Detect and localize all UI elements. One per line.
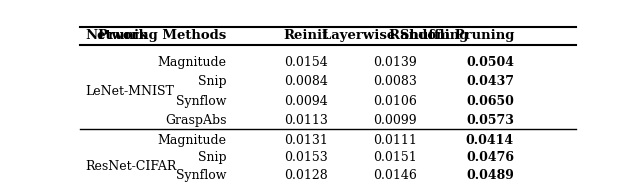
Text: 0.0099: 0.0099 xyxy=(373,114,417,127)
Text: Network: Network xyxy=(85,29,148,42)
Text: 0.0111: 0.0111 xyxy=(373,134,417,147)
Text: Reinit: Reinit xyxy=(283,29,328,42)
Text: 0.0131: 0.0131 xyxy=(284,134,328,147)
Text: 0.0437: 0.0437 xyxy=(466,75,514,88)
Text: Synflow: Synflow xyxy=(176,95,227,108)
Text: LeNet-MNIST: LeNet-MNIST xyxy=(85,85,174,98)
Text: Snip: Snip xyxy=(198,151,227,164)
Text: 0.0414: 0.0414 xyxy=(466,134,514,147)
Text: 0.0094: 0.0094 xyxy=(284,95,328,108)
Text: 0.0113: 0.0113 xyxy=(284,114,328,127)
Text: 0.0154: 0.0154 xyxy=(284,56,328,69)
Text: 0.0084: 0.0084 xyxy=(284,75,328,88)
Text: 0.0083: 0.0083 xyxy=(373,75,417,88)
Text: 0.0146: 0.0146 xyxy=(373,169,417,182)
Text: 0.0106: 0.0106 xyxy=(373,95,417,108)
Text: 0.0153: 0.0153 xyxy=(284,151,328,164)
Text: 0.0573: 0.0573 xyxy=(466,114,514,127)
Text: 0.0139: 0.0139 xyxy=(373,56,417,69)
Text: 0.0650: 0.0650 xyxy=(466,95,514,108)
Text: GraspAbs: GraspAbs xyxy=(165,114,227,127)
Text: 0.0489: 0.0489 xyxy=(466,169,514,182)
Text: Layerwise Shuffling: Layerwise Shuffling xyxy=(322,29,468,42)
Text: Random Pruning: Random Pruning xyxy=(388,29,514,42)
Text: Pruning Methods: Pruning Methods xyxy=(98,29,227,42)
Text: ResNet-CIFAR: ResNet-CIFAR xyxy=(85,160,177,173)
Text: Snip: Snip xyxy=(198,75,227,88)
Text: 0.0128: 0.0128 xyxy=(284,169,328,182)
Text: Magnitude: Magnitude xyxy=(157,56,227,69)
Text: 0.0476: 0.0476 xyxy=(466,151,514,164)
Text: Magnitude: Magnitude xyxy=(157,134,227,147)
Text: 0.0504: 0.0504 xyxy=(466,56,514,69)
Text: Synflow: Synflow xyxy=(176,169,227,182)
Text: 0.0151: 0.0151 xyxy=(373,151,417,164)
